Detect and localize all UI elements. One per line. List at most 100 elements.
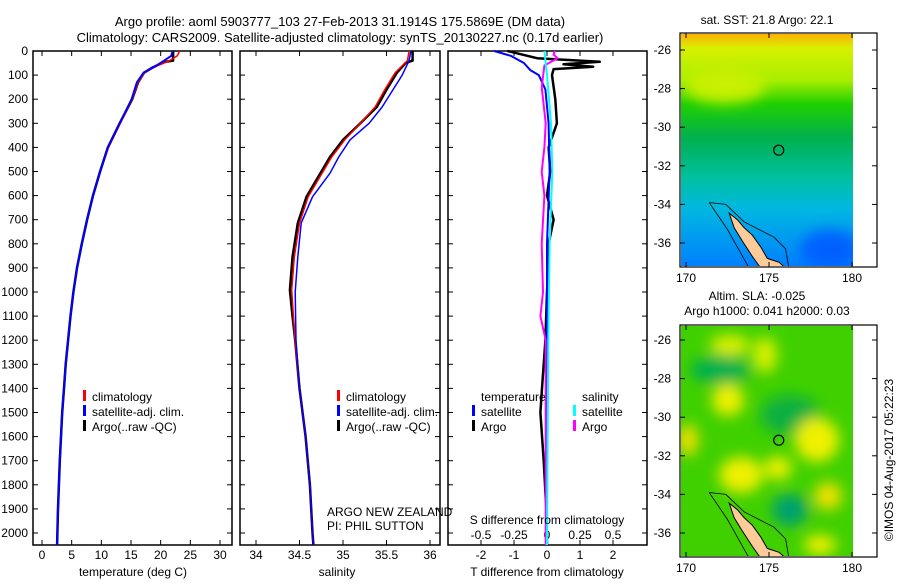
y-tick-label: 900 [8, 261, 28, 275]
x-tick-label: 30 [213, 548, 227, 562]
legend-swatch-satellite [337, 405, 340, 416]
y-tick-label: -28 [654, 372, 672, 386]
x-tick-label: 25 [184, 548, 198, 562]
sst-cool-patch [800, 230, 853, 266]
x-axis-label-salinity: salinity [319, 565, 356, 579]
y-tick-label: -34 [654, 487, 672, 501]
y-tick-label: 300 [8, 116, 28, 130]
bathymetry-contour [708, 202, 789, 266]
legend-label-t-satellite: satellite [481, 405, 522, 419]
x-tick-label: 15 [124, 548, 138, 562]
legend-swatch-argo [83, 420, 86, 431]
y-tick-label: -28 [654, 82, 672, 96]
annotation-pi: PI: PHIL SUTTON [327, 519, 424, 533]
y-tick-label: 1800 [1, 478, 28, 492]
legend-label-satellite: satellite-adj. clim. [346, 405, 438, 419]
y-tick-label: 600 [8, 189, 28, 203]
x-tick-label: 175 [759, 271, 779, 285]
y-tick-label: 0 [21, 44, 28, 58]
legend-swatch-s-satellite [573, 405, 576, 416]
sla-high-patch [681, 424, 698, 456]
legend-swatch-satellite [83, 405, 86, 416]
legend-label-satellite: satellite-adj. clim. [92, 405, 184, 419]
x-tick-label: -2 [476, 548, 487, 562]
x-tick-label: -1 [509, 548, 520, 562]
legend-swatch-climatology [83, 390, 86, 401]
sla-high-patch [710, 335, 750, 355]
y-tick-label: 1600 [1, 430, 28, 444]
x-tick-label: 180 [842, 561, 862, 575]
plot-frame [239, 50, 441, 546]
t-argo-diff-line [507, 49, 602, 546]
annotation-program: ARGO NEW ZEALAND [327, 505, 453, 519]
legend-label-s-argo: Argo [582, 420, 608, 434]
x-tick-label: 36 [423, 548, 437, 562]
x-tick-label: 35 [336, 548, 350, 562]
x2-tick-label: 0.25 [568, 528, 592, 542]
y-tick-label: 1000 [1, 285, 28, 299]
satellite-temperature-line [56, 50, 174, 546]
y-tick-label: -36 [654, 236, 672, 250]
sla-high-patch [712, 384, 744, 416]
sla-low-patch [690, 356, 750, 384]
argo-position-marker [773, 434, 785, 446]
legend-swatch-s-argo [573, 420, 576, 431]
x-tick-label: 20 [154, 548, 168, 562]
sla-high-patch [719, 457, 763, 493]
figure-title-line2: Climatology: CARS2009. Satellite-adjuste… [77, 30, 604, 45]
coastline-layer [708, 492, 789, 556]
y-tick-label: 1500 [1, 406, 28, 420]
legend-title-salinity: salinity [582, 390, 619, 404]
sla-high-patch [804, 535, 836, 555]
s-satellite-diff-line [543, 50, 554, 546]
y-tick-label: 1100 [2, 309, 28, 323]
legend-label-s-satellite: satellite [582, 405, 623, 419]
y-tick-label: 700 [8, 213, 28, 227]
sst-map-title: sat. SST: 21.8 Argo: 22.1 [701, 13, 834, 27]
y-tick-label: 1300 [1, 357, 28, 371]
y-tick-label: -36 [654, 526, 672, 540]
x-tick-label: 5 [68, 548, 75, 562]
plot-frame [32, 50, 233, 546]
map-frame [679, 324, 878, 558]
sst-map: sat. SST: 21.8 Argo: 22.1 170 175 180 -26 -2… [654, 13, 878, 285]
sla-high-patch [795, 418, 839, 462]
temperature-legend: climatology satellite-adj. clim. Argo(..… [83, 390, 184, 434]
sla-high-patch [753, 337, 777, 373]
temperature-panel: 0100200300400500600700800900100011001200… [1, 44, 233, 562]
x-tick-label: 34 [249, 548, 263, 562]
satellite-salinity-line [294, 50, 412, 546]
y-tick-label: 200 [8, 92, 28, 106]
argo-position-marker [773, 144, 785, 156]
legend-swatch-t-argo [472, 420, 475, 431]
s-argo-diff-line [539, 50, 559, 545]
legend-swatch-t-satellite [472, 405, 475, 416]
x-tick-label: 0 [544, 548, 551, 562]
x-axis-label-t-difference: T difference from climatology [470, 565, 624, 579]
y-tick-label: 1900 [1, 502, 28, 516]
legend-swatch-argo [337, 420, 340, 431]
difference-legend: temperature satellite Argo salinity sate… [472, 390, 623, 434]
legend-swatch-climatology [337, 390, 340, 401]
x-tick-label: 180 [842, 271, 862, 285]
x2-tick-label: 0.5 [605, 528, 622, 542]
y-tick-label: -26 [654, 43, 672, 57]
figure-title-line1: Argo profile: aoml 5903777_103 27-Feb-20… [115, 14, 565, 29]
y-tick-label: 2000 [1, 526, 28, 540]
bathymetry-contour [708, 492, 789, 556]
sla-high-patch [814, 482, 842, 510]
y-tick-label: 100 [8, 68, 28, 82]
land-north-island [728, 501, 784, 556]
y-tick-label: -30 [654, 120, 672, 134]
t-satellite-diff-line [493, 50, 551, 545]
salinity-panel: 34 34.5 35 35.5 36 [239, 50, 441, 562]
y-tick-label: -32 [654, 159, 672, 173]
y-tick-label: 1200 [1, 333, 28, 347]
legend-label-t-argo: Argo [481, 420, 507, 434]
x-tick-label: 2 [610, 548, 617, 562]
x-tick-label: 175 [759, 561, 779, 575]
x-tick-label: 170 [676, 561, 696, 575]
argo-temperature-line [55, 51, 175, 546]
x-tick-label: 170 [676, 271, 696, 285]
